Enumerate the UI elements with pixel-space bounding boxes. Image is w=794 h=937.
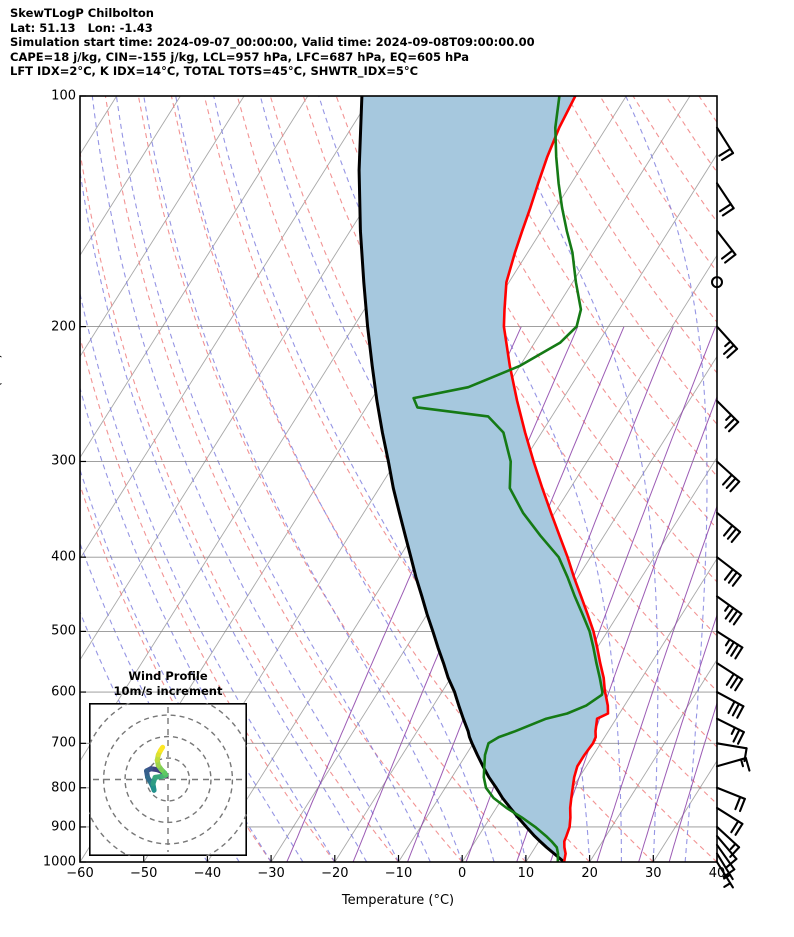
wind-barb-column — [711, 126, 751, 889]
x-tick--20: −20 — [321, 866, 349, 881]
x-tick--40: −40 — [193, 866, 222, 881]
x-tick--60: −60 — [66, 866, 94, 881]
y-tick-700: 700 — [51, 735, 76, 751]
y-tick-400: 400 — [51, 549, 76, 565]
y-tick-500: 500 — [51, 623, 76, 639]
x-tick-20: 20 — [581, 866, 598, 881]
x-tick-30: 30 — [645, 866, 662, 881]
hodograph-title-line1: Wind Profile — [128, 669, 208, 683]
y-tick-300: 300 — [51, 453, 76, 469]
header-indices-2: LFT IDX=2°C, K IDX=14°C, TOTAL TOTS=45°C… — [10, 64, 419, 79]
figure-header: SkewTLogP Chilbolton Lat: 51.13 Lon: -1.… — [10, 6, 710, 79]
y-tick-1000: 1000 — [42, 854, 76, 870]
y-tick-800: 800 — [51, 780, 76, 796]
x-tick--30: −30 — [257, 866, 285, 881]
x-axis-label: Temperature (°C) — [341, 893, 455, 908]
header-location: Lat: 51.13 Lon: -1.43 — [10, 20, 153, 35]
header-times: Simulation start time: 2024-09-07_00:00:… — [10, 35, 535, 50]
hodograph-title: Wind Profile 10m/s increment — [89, 669, 247, 699]
hodograph-inset — [89, 703, 247, 856]
x-tick-0: 0 — [458, 866, 467, 881]
hodograph-plot — [89, 703, 247, 856]
y-tick-100: 100 — [51, 88, 76, 104]
x-tick--10: −10 — [384, 866, 413, 881]
x-tick-10: 10 — [517, 866, 535, 881]
y-tick-200: 200 — [51, 319, 76, 335]
y-tick-600: 600 — [51, 684, 76, 700]
y-tick-900: 900 — [51, 819, 76, 835]
hodograph-title-line2: 10m/s increment — [113, 684, 223, 698]
x-tick--50: −50 — [129, 866, 158, 881]
header-title: SkewTLogP Chilbolton — [10, 6, 154, 20]
x-tick-40: 40 — [708, 866, 726, 881]
header-indices-1: CAPE=18 j/kg, CIN=-155 j/kg, LCL=957 hPa… — [10, 49, 470, 64]
